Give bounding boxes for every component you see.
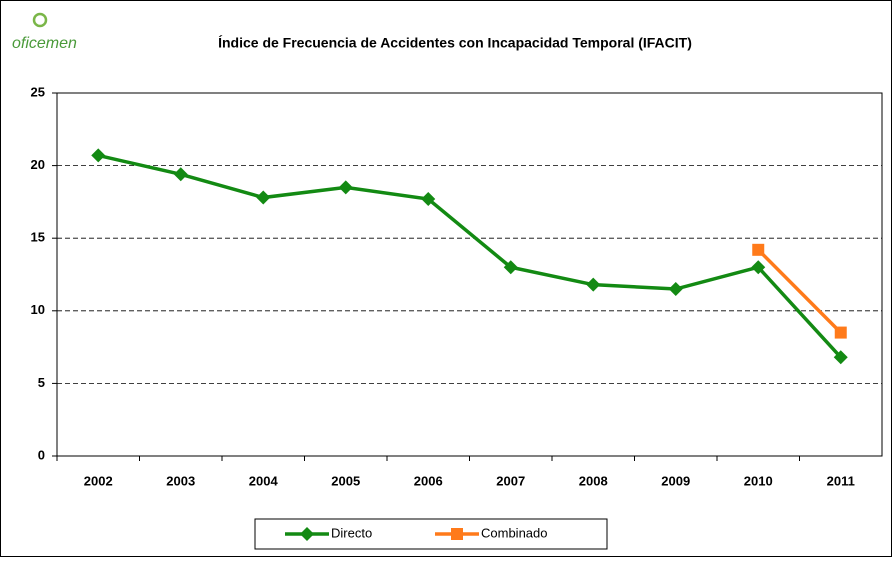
y-tick-label: 10 [31,302,45,317]
data-point [173,167,188,182]
chart-title: Índice de Frecuencia de Accidentes con I… [218,35,692,51]
legend-marker [451,528,463,540]
data-point [256,190,271,205]
x-tick-label: 2011 [827,473,855,488]
y-tick-label: 15 [31,230,45,245]
data-point [834,326,847,339]
data-point [833,350,848,365]
x-tick-label: 2005 [331,473,360,488]
data-point [668,282,683,297]
data-point [91,148,106,163]
y-tick-label: 20 [31,157,45,172]
x-tick-label: 2008 [579,473,608,488]
data-point [503,260,518,275]
data-point [421,191,436,206]
data-point [338,180,353,195]
series-line [97,153,843,359]
data-point [751,260,766,275]
x-tick-label: 2004 [249,473,279,488]
x-tick-label: 2006 [414,473,443,488]
y-tick-label: 5 [38,375,45,390]
legend-marker [300,527,314,541]
data-point [586,277,601,292]
x-tick-label: 2009 [661,473,690,488]
x-tick-label: 2002 [84,473,113,488]
series-line [757,248,842,334]
x-tick-label: 2003 [166,473,195,488]
logo-icon [32,12,48,28]
logo: oficemen [12,35,77,52]
legend-label: Directo [331,525,372,540]
data-point [752,243,765,256]
y-tick-label: 25 [31,84,45,99]
legend-label: Combinado [481,525,548,540]
x-tick-label: 2007 [496,473,525,488]
x-tick-label: 2010 [744,473,773,488]
y-tick-label: 0 [38,447,45,462]
